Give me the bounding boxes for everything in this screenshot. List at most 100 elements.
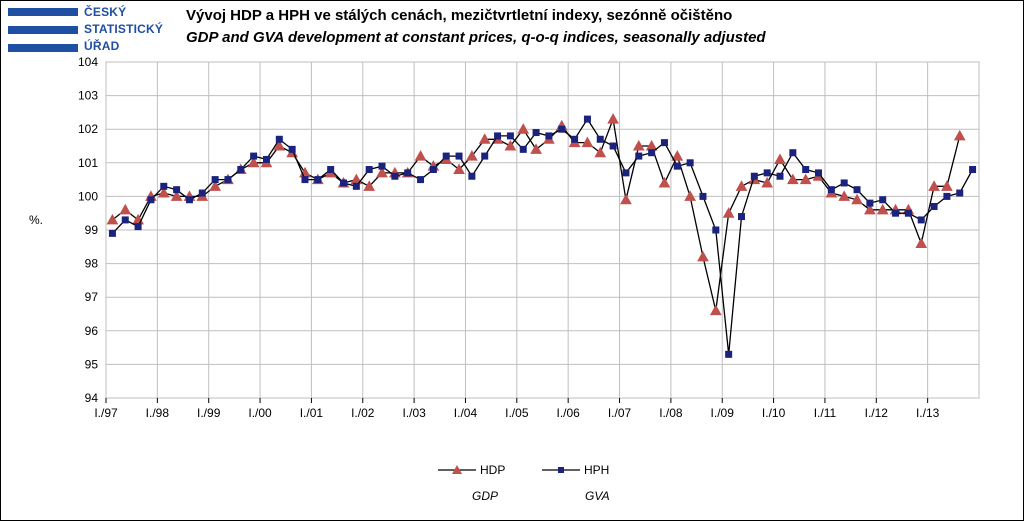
x-tick-label: I./13 xyxy=(916,406,940,420)
hdp-point xyxy=(671,150,684,161)
hdp-point xyxy=(632,139,645,151)
x-tick-label: I./01 xyxy=(300,406,324,420)
logo-text: ÚŘAD xyxy=(84,39,120,53)
hdp-point xyxy=(709,304,722,316)
hph-point xyxy=(789,149,797,157)
hdp-point xyxy=(466,150,478,161)
hph-point xyxy=(108,229,116,237)
legend-sublabel-gva: GVA xyxy=(585,489,610,503)
logo-text: STATISTICKÝ xyxy=(84,22,164,36)
hph-point xyxy=(725,350,733,358)
hph-point xyxy=(648,149,656,157)
hph-point xyxy=(340,179,348,187)
hdp-point xyxy=(722,207,735,218)
hph-point xyxy=(262,155,270,163)
hph-point xyxy=(583,115,591,123)
hph-point xyxy=(391,172,399,180)
hph-point xyxy=(173,186,181,194)
logo-text: ČESKÝ xyxy=(84,5,127,19)
hph-point xyxy=(519,145,527,153)
hdp-point xyxy=(953,129,966,141)
y-tick-label: 94 xyxy=(85,391,99,405)
x-tick-label: I./03 xyxy=(402,406,426,420)
hph-point xyxy=(943,192,951,200)
x-tick-label: I./07 xyxy=(608,406,632,420)
hph-point xyxy=(930,202,938,210)
y-tick-label: 98 xyxy=(85,257,99,271)
logo-bar xyxy=(8,44,78,52)
hdp-point xyxy=(530,143,542,154)
hph-point xyxy=(429,166,437,174)
hdp-point xyxy=(620,193,632,205)
x-tick-label: I./08 xyxy=(659,406,683,420)
hph-point xyxy=(622,169,630,177)
chart-title-cz: Vývoj HDP a HPH ve stálých cenách, mezič… xyxy=(186,7,733,24)
hdp-point xyxy=(594,146,607,158)
hdp-point xyxy=(761,176,774,188)
hdp-point xyxy=(735,180,748,191)
hph-point xyxy=(802,166,810,174)
x-tick-label: I./06 xyxy=(556,406,580,420)
hdp-point xyxy=(517,123,530,134)
hph-point xyxy=(506,132,514,140)
hph-point xyxy=(660,139,668,147)
hdp-point xyxy=(607,113,619,124)
x-tick-label: I./12 xyxy=(865,406,889,420)
x-tick-label: I./04 xyxy=(454,406,478,420)
hdp-point xyxy=(414,150,427,161)
hdp-point xyxy=(453,163,465,175)
hph-point xyxy=(211,176,219,184)
hdp-point xyxy=(157,187,170,198)
y-tick-label: 104 xyxy=(78,55,98,69)
hph-point xyxy=(185,196,193,204)
hph-point xyxy=(737,213,745,221)
hph-point xyxy=(917,216,925,224)
x-tick-label: I./99 xyxy=(197,406,221,420)
y-tick-label: 103 xyxy=(78,89,98,103)
hph-point xyxy=(635,152,643,160)
csu-logo: ČESKÝ STATISTICKÝ ÚŘAD xyxy=(8,6,168,54)
hph-point xyxy=(571,135,579,143)
hph-point xyxy=(969,166,977,174)
hph-point xyxy=(160,182,168,190)
hph-point xyxy=(417,176,425,184)
hph-point xyxy=(776,172,784,180)
hph-point xyxy=(250,152,258,160)
x-tick-label: I./09 xyxy=(711,406,735,420)
hph-point xyxy=(134,223,142,231)
hdp-point xyxy=(697,250,709,262)
hph-point xyxy=(596,135,604,143)
chart-title-en: GDP and GVA development at constant pric… xyxy=(186,29,766,46)
hph-point xyxy=(275,135,283,143)
hdp-point xyxy=(684,190,696,201)
hdp-point xyxy=(915,237,928,248)
y-tick-label: 95 xyxy=(85,357,99,371)
hph-point xyxy=(301,176,309,184)
hph-point xyxy=(237,166,245,174)
hph-point xyxy=(892,209,900,217)
hdp-point xyxy=(876,203,889,215)
hph-point xyxy=(314,176,322,184)
hdp-point xyxy=(786,173,799,185)
hph-point xyxy=(763,169,771,177)
hdp-point xyxy=(504,139,517,151)
hph-point xyxy=(840,179,848,187)
hph-point xyxy=(904,209,912,217)
hdp-point xyxy=(247,156,260,168)
x-tick-label: I./10 xyxy=(762,406,786,420)
hph-point xyxy=(147,196,155,204)
hph-point xyxy=(686,159,694,167)
hph-point xyxy=(532,129,540,137)
hph-point xyxy=(879,196,887,204)
hph-point xyxy=(198,189,206,197)
x-tick-label: I./02 xyxy=(351,406,375,420)
hdp-point xyxy=(170,190,183,201)
hph-point xyxy=(712,226,720,234)
hph-point xyxy=(673,162,681,170)
hdp-point xyxy=(799,173,812,185)
legend-marker-hdp xyxy=(452,465,462,474)
hph-point xyxy=(224,176,232,184)
y-tick-label: 97 xyxy=(85,290,99,304)
hph-point xyxy=(468,172,476,180)
y-axis-label: %. xyxy=(29,213,43,227)
